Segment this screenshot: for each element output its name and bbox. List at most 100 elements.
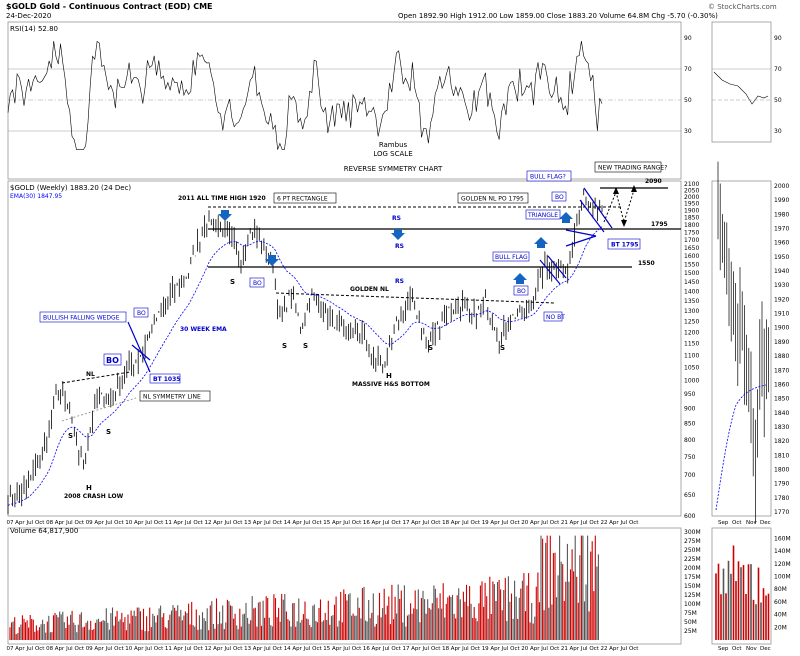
x-axis-label: Oct (273, 646, 283, 652)
x-axis-label: 20 (521, 520, 528, 526)
x-axis-label: 17 (403, 646, 410, 652)
volume-tick: 275M (684, 538, 701, 545)
volume-tick: 200M (684, 565, 701, 572)
price-bars (7, 188, 603, 515)
x-axis-label: 10 (125, 520, 132, 526)
x-axis-label: Oct (193, 646, 203, 652)
x-axis-label: Oct (550, 520, 560, 526)
s-label-7: S (500, 344, 505, 352)
volume-tick: 125M (684, 592, 701, 599)
x-axis-label: Apr (134, 520, 144, 526)
x-axis-label: 13 (244, 520, 251, 526)
bull-flag-box (492, 251, 530, 262)
bo-label-5: BO (555, 194, 564, 201)
mini-volume-bars (715, 545, 770, 640)
x-axis-label: Jul (382, 520, 390, 526)
mini-rsi-tick-labels: 90 70 50 30 (774, 35, 782, 135)
mini-rsi-tick: 50 (774, 97, 782, 104)
x-axis-label: Oct (233, 520, 243, 526)
down-arrow-2 (265, 255, 279, 266)
x-axis-label: Jul (580, 520, 588, 526)
x-axis-label: Apr (530, 520, 540, 526)
price-tick: 800 (684, 437, 696, 444)
price-panel-frame (7, 180, 682, 517)
mini-price-tick: 1910 (774, 311, 789, 318)
x-axis-label: Apr (253, 520, 263, 526)
x-axis-label: Jul (105, 646, 113, 652)
golden-neckline (275, 292, 556, 304)
x-axis-label: Apr (570, 646, 580, 652)
price-tick: 2050 (684, 187, 699, 194)
mini-price-tick: 1930 (774, 282, 789, 289)
x-axis-label: Jul (580, 646, 588, 652)
x-axis-label: 08 (46, 646, 53, 652)
x-axis-label: 12 (205, 646, 212, 652)
price-tick: 1200 (684, 329, 699, 336)
price-tick: 600 (684, 513, 696, 520)
x-axis-label: Jul (223, 646, 231, 652)
price-tick: 1400 (684, 288, 699, 295)
mini-price-tick: 1860 (774, 381, 789, 388)
x-axis-label: Jul (421, 520, 429, 526)
price-tick: 650 (684, 492, 696, 499)
x-axis-label: 19 (482, 520, 489, 526)
x-axis-label: 14 (284, 646, 291, 652)
bfw-label: BULLISH FALLING WEDGE (43, 315, 120, 322)
triangle-box (525, 209, 561, 220)
up-arrow-1 (513, 273, 527, 284)
price-tick: 1800 (684, 222, 699, 229)
mini-rsi-frame (711, 21, 772, 143)
x-axis-label: 14 (284, 520, 291, 526)
projection-path (603, 189, 635, 224)
mini-price-tick: 1990 (774, 197, 789, 204)
mini-volume-tick: 100M (774, 573, 791, 580)
mini-volume-tick: 60M (774, 599, 787, 606)
x-axis-label: Jul (144, 520, 152, 526)
price-tick: 1050 (684, 365, 699, 372)
credit-text: © StockCharts.com (708, 3, 777, 11)
x-axis-label: 18 (442, 520, 449, 526)
x-axis-label: 09 (86, 646, 93, 652)
x-axis-label: Oct (589, 646, 599, 652)
price-tick: 1550 (684, 261, 699, 268)
projection-arrows (613, 185, 637, 227)
bull-flag-q-label: BULL FLAG? (530, 174, 566, 181)
x-axis-label: Apr (490, 520, 500, 526)
mini-rsi-tick: 90 (774, 35, 782, 42)
x-axis-label: Oct (431, 520, 441, 526)
price-tick: 1650 (684, 245, 699, 252)
mini-rsi-tick: 70 (774, 66, 782, 73)
bo-box-5 (551, 191, 567, 202)
rsi-line (7, 40, 603, 150)
rect-label: 6 PT RECTANGLE (277, 196, 328, 203)
h-label-2: H (386, 372, 392, 380)
mini-price-tick: 1980 (774, 211, 789, 218)
x-axis-label: Jul (540, 520, 548, 526)
x-axis-label: Jul (223, 520, 231, 526)
price-tick: 1700 (684, 237, 699, 244)
x-axis-label: Oct (75, 520, 85, 526)
x-axis-label: 13 (244, 646, 251, 652)
bt1795-box (607, 238, 641, 250)
x-axis-label: Apr (332, 646, 342, 652)
massive-hs-label: MASSIVE H&S BOTTOM (352, 381, 430, 388)
bull-flag-q-line-2 (579, 199, 605, 233)
volume-tick: 225M (684, 556, 701, 563)
x-axis-label: Jul (303, 646, 311, 652)
x-axis-label: Apr (55, 646, 65, 652)
bo-box-2 (103, 353, 122, 366)
mini-price-tick: 1840 (774, 410, 789, 417)
x-axis-label: Oct (629, 646, 639, 652)
x-axis-label: Jul (25, 646, 33, 652)
mini-x-label: Dec (760, 520, 771, 526)
price-tick: 1450 (684, 279, 699, 286)
s-label-1: S (68, 432, 73, 440)
mini-volume-tick: 160M (774, 535, 791, 542)
down-arrow-1 (218, 210, 232, 221)
mini-x-label: Nov (746, 520, 757, 526)
x-axis-label: 17 (403, 520, 410, 526)
mini-price-tick: 1810 (774, 452, 789, 459)
mini-rsi-tick: 30 (774, 128, 782, 135)
x-axis-label: Apr (411, 646, 421, 652)
